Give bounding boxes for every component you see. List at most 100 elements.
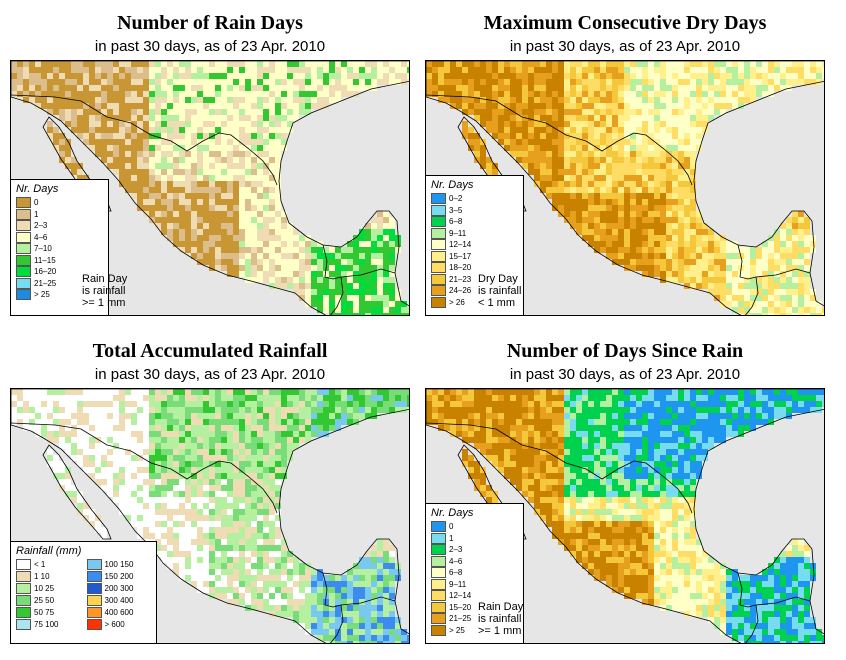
legend-label: 1: [34, 209, 39, 219]
panel-title: Number of Rain Days: [117, 12, 303, 34]
legend-swatch: [86, 607, 102, 619]
legend-item: 3–5: [431, 204, 518, 217]
map-dry-days: Nr. Days 0–2 3–5 6–8 9–11 12–14 15–17 18–20 21–…: [425, 60, 825, 316]
legend-item: 2–3: [16, 220, 103, 232]
country-border: [755, 268, 811, 278]
legend-label: 12–14: [449, 240, 472, 250]
legend-swatch: [16, 571, 31, 583]
legend-label: 15–20: [449, 602, 472, 612]
legend-item: > 25: [16, 289, 103, 301]
legend-label: 10 25: [34, 584, 55, 594]
legend-label: 150 200: [104, 572, 134, 582]
legend-item: 25 50: [16, 595, 81, 607]
legend-swatch: [16, 208, 31, 220]
legend-title: Nr. Days: [16, 183, 59, 195]
country-border: [340, 268, 396, 278]
legend-label: 6–8: [449, 217, 463, 227]
legend-swatch: [431, 578, 446, 590]
map-total-rainfall: Rainfall (mm) < 1 1 10 10 25 25 50 50 75 75 1…: [10, 388, 410, 644]
legend-label: 9–11: [449, 579, 467, 589]
legend-items: 0–2 3–5 6–8 9–11 12–14 15–17 18–20 21–23 24–26 > …: [431, 193, 518, 308]
legend-item: 50 75: [16, 607, 81, 619]
legend-item: 15–17: [431, 250, 518, 263]
legend-label: 25 50: [34, 596, 55, 606]
legend-item: 15–20: [431, 601, 518, 614]
country-border: [426, 94, 693, 186]
legend-title: Rainfall (mm): [16, 545, 82, 557]
legend-swatch: [431, 601, 446, 613]
legend-label: 15–17: [449, 251, 472, 261]
legend-item: 7–10: [16, 243, 103, 255]
legend-item: 1: [431, 532, 518, 545]
legend-swatch: [431, 250, 446, 262]
legend-swatch: [431, 590, 446, 602]
legend-swatch: [431, 544, 446, 556]
map-days-since-rain: Nr. Days 0 1 2–3 4–6 6–8 9–11 12–14 15–20 21–25 >…: [425, 388, 825, 644]
legend-note: Rain Day is rainfall >= 1 mm: [478, 601, 523, 637]
legend-label: 11–15: [34, 255, 56, 265]
legend-label: 6–8: [449, 568, 463, 578]
legend-label: < 1: [34, 560, 46, 570]
legend-item: 100 150: [86, 559, 152, 571]
legend-items: 0 1 2–3 4–6 7–10 11–15 16–20 21–25 > 25: [16, 197, 103, 301]
legend-item: > 25: [431, 624, 518, 637]
legend-swatch: [86, 583, 102, 595]
map-svg: [11, 61, 409, 315]
legend-label: > 25: [34, 290, 50, 300]
legend-item: 0: [16, 197, 103, 209]
legend: Nr. Days 0–2 3–5 6–8 9–11 12–14 15–17 18–20 21–…: [426, 175, 524, 315]
legend-swatch: [16, 266, 31, 278]
legend-note: Rain Day is rainfall >= 1 mm: [82, 273, 127, 309]
legend-swatch: [16, 277, 31, 289]
note-line: Rain Day: [82, 273, 128, 285]
panel-title: Number of Days Since Rain: [506, 340, 744, 362]
legend-item: 150 200: [86, 571, 152, 583]
country-border: [11, 94, 278, 186]
coastline: [11, 389, 409, 643]
legend-label: > 25: [449, 625, 465, 635]
legend-label: 300 400: [104, 596, 134, 606]
legend-item: 18–20: [431, 262, 518, 274]
legend-swatch: [431, 216, 446, 228]
legend-label: 100 150: [104, 560, 134, 570]
legend-item: 21–25: [431, 613, 518, 625]
legend-swatch: [86, 571, 102, 583]
legend-swatch: [431, 624, 446, 636]
legend-label: 2–3: [449, 545, 463, 555]
legend: Rainfall (mm) < 1 1 10 10 25 25 50 50 75 75 1…: [11, 541, 157, 643]
legend-label: 0: [34, 198, 39, 208]
legend-swatch: [431, 193, 446, 205]
legend-label: 4–6: [34, 232, 48, 242]
legend-item: 75 100: [16, 619, 81, 631]
note-line: Dry Day: [478, 273, 518, 285]
legend-item: 9–11: [431, 227, 518, 240]
legend-swatch: [16, 231, 31, 243]
legend-item: 24–26: [431, 285, 518, 297]
legend-swatch: [16, 243, 31, 255]
legend-item: 300 400: [86, 595, 152, 607]
legend-item: 1: [16, 208, 103, 221]
note-line: is rainfall: [478, 613, 522, 625]
land-grid: [426, 61, 824, 315]
legend: Nr. Days 0 1 2–3 4–6 6–8 9–11 12–14 15–20 21–25 >…: [426, 503, 524, 643]
legend-swatch: [16, 197, 31, 209]
legend-label: 4–6: [449, 556, 463, 566]
legend-swatch: [86, 559, 102, 571]
country-border: [11, 422, 278, 514]
legend-item: 16–20: [16, 266, 103, 278]
legend-label: 200 300: [104, 584, 134, 594]
country-border: [340, 596, 396, 606]
legend-label: > 26: [449, 297, 465, 307]
legend-note: Dry Day is rainfall < 1 mm: [478, 273, 521, 309]
legend-label: 75 100: [34, 620, 59, 630]
panel-rain-days: Number of Rain Days in past 30 days, as …: [10, 12, 410, 332]
note-line: is rainfall: [82, 285, 126, 297]
legend-item: 10 25: [16, 583, 81, 595]
country-border: [737, 572, 759, 643]
legend-item: 200 300: [86, 583, 152, 595]
note-line: is rainfall: [478, 285, 522, 297]
legend-item: > 26: [431, 296, 518, 309]
legend-title: Nr. Days: [431, 179, 474, 191]
legend-swatch: [16, 559, 31, 571]
legend-label: 7–10: [34, 244, 52, 254]
